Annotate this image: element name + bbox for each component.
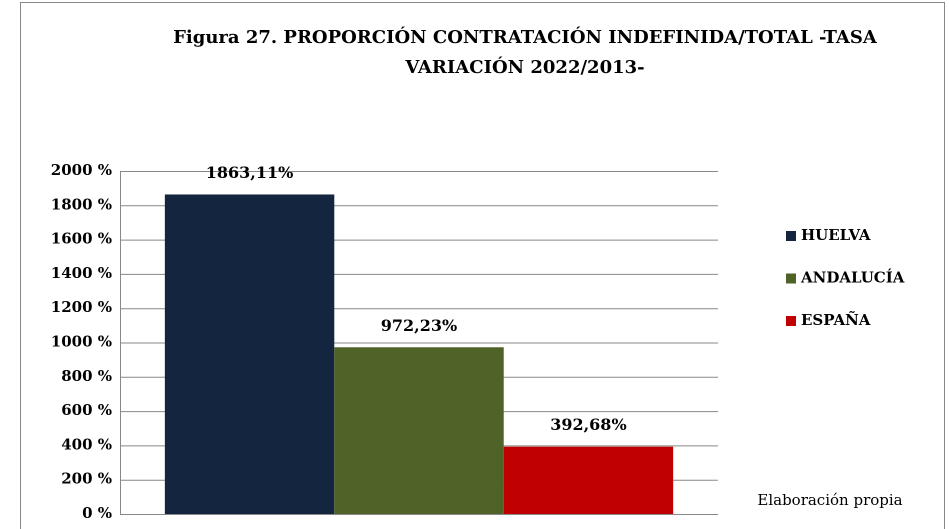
- legend-label: ESPAÑA: [801, 310, 871, 329]
- legend-swatch: [786, 273, 796, 284]
- legend-label: ANDALUCÍA: [800, 269, 905, 287]
- chart-subtitle: VARIACIÓN 2022/2013-: [404, 55, 644, 78]
- y-tick-label: 1600 %: [51, 230, 112, 248]
- y-tick-label: 800 %: [61, 367, 112, 385]
- bar: [164, 194, 335, 515]
- y-tick-label: 1400 %: [51, 264, 112, 282]
- y-tick-label: 1800 %: [51, 195, 112, 213]
- y-tick-label: 1000 %: [51, 333, 112, 351]
- chart-title: Figura 27. PROPORCIÓN CONTRATACIÓN INDEF…: [173, 25, 878, 48]
- legend-swatch: [786, 231, 796, 241]
- legend-label: HUELVA: [801, 226, 871, 244]
- y-tick-label: 2000 %: [51, 161, 112, 179]
- y-tick-label: 200 %: [61, 470, 112, 488]
- y-tick-label: 400 %: [61, 435, 112, 453]
- annotation: Elaboración propia: [757, 491, 902, 509]
- legend-swatch: [786, 316, 796, 326]
- value-label: 392,68%: [550, 415, 626, 434]
- value-label: 1863,11%: [206, 163, 294, 182]
- y-tick-label: 0 %: [82, 504, 112, 522]
- bar: [334, 347, 504, 514]
- y-tick-label: 600 %: [61, 401, 112, 419]
- bar: [503, 446, 674, 514]
- y-tick-label: 1200 %: [51, 298, 112, 316]
- value-label: 972,23%: [381, 316, 457, 335]
